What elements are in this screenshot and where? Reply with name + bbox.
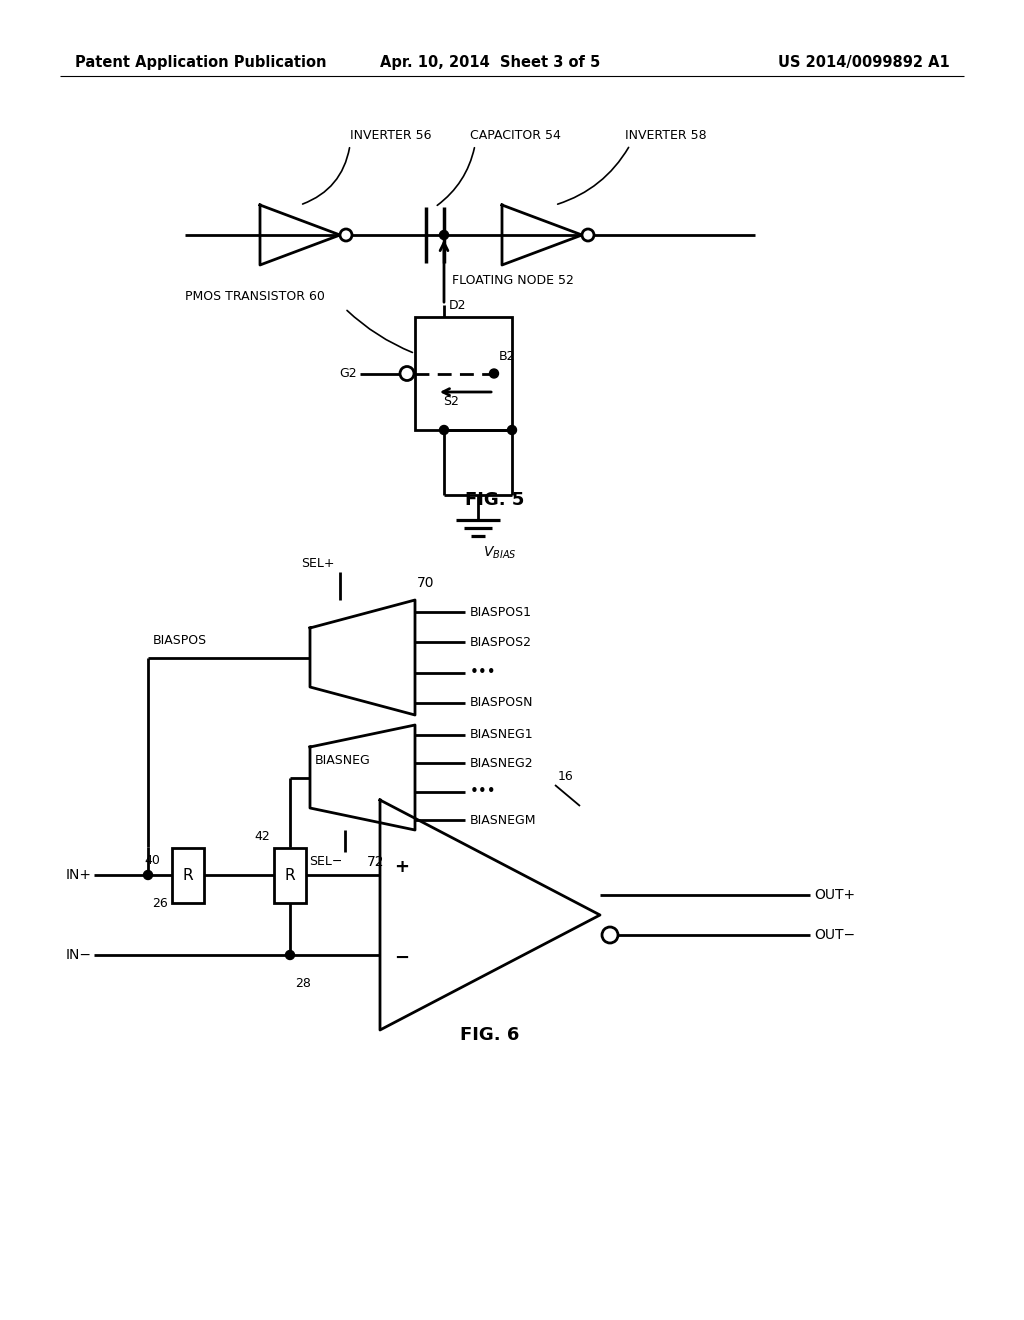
Text: $V_{BIAS}$: $V_{BIAS}$ bbox=[483, 545, 516, 561]
Text: IN−: IN− bbox=[66, 948, 92, 962]
Text: SEL−: SEL− bbox=[308, 855, 342, 869]
Text: INVERTER 56: INVERTER 56 bbox=[350, 129, 431, 143]
Text: 16: 16 bbox=[558, 770, 573, 783]
Text: FLOATING NODE 52: FLOATING NODE 52 bbox=[452, 273, 573, 286]
Text: IN+: IN+ bbox=[66, 869, 92, 882]
Text: SEL+: SEL+ bbox=[301, 557, 335, 570]
Text: 26: 26 bbox=[152, 898, 168, 909]
Bar bbox=[274, 847, 306, 903]
Text: 40: 40 bbox=[144, 854, 160, 866]
Text: D2: D2 bbox=[449, 300, 467, 312]
Circle shape bbox=[286, 950, 295, 960]
Text: US 2014/0099892 A1: US 2014/0099892 A1 bbox=[778, 54, 950, 70]
Circle shape bbox=[602, 927, 618, 942]
Text: 72: 72 bbox=[367, 855, 384, 869]
Circle shape bbox=[489, 370, 499, 378]
Text: BIASPOSN: BIASPOSN bbox=[470, 697, 534, 710]
Circle shape bbox=[340, 228, 352, 242]
Text: R: R bbox=[285, 867, 295, 883]
Text: 42: 42 bbox=[254, 830, 270, 843]
Text: BIASNEG2: BIASNEG2 bbox=[470, 756, 534, 770]
Bar bbox=[172, 847, 204, 903]
Text: •••: ••• bbox=[470, 665, 497, 680]
Text: +: + bbox=[394, 858, 410, 876]
Bar bbox=[415, 317, 512, 430]
Text: S2: S2 bbox=[443, 395, 459, 408]
Text: OUT+: OUT+ bbox=[814, 888, 855, 902]
Circle shape bbox=[143, 870, 153, 879]
Circle shape bbox=[400, 367, 414, 380]
Text: Patent Application Publication: Patent Application Publication bbox=[75, 54, 327, 70]
Text: 70: 70 bbox=[417, 576, 434, 590]
Text: •••: ••• bbox=[470, 784, 497, 799]
Text: BIASPOS: BIASPOS bbox=[153, 635, 207, 648]
Text: Apr. 10, 2014  Sheet 3 of 5: Apr. 10, 2014 Sheet 3 of 5 bbox=[380, 54, 600, 70]
Circle shape bbox=[439, 425, 449, 434]
Text: CAPACITOR 54: CAPACITOR 54 bbox=[470, 129, 561, 143]
Text: B2: B2 bbox=[499, 351, 515, 363]
Text: BIASNEG: BIASNEG bbox=[315, 755, 371, 767]
Text: PMOS TRANSISTOR 60: PMOS TRANSISTOR 60 bbox=[185, 290, 325, 304]
Circle shape bbox=[508, 425, 516, 434]
Circle shape bbox=[582, 228, 594, 242]
Text: BIASPOS1: BIASPOS1 bbox=[470, 606, 532, 619]
Text: G2: G2 bbox=[339, 367, 357, 380]
Text: R: R bbox=[182, 867, 194, 883]
Text: −: − bbox=[394, 949, 410, 968]
Text: INVERTER 58: INVERTER 58 bbox=[625, 129, 707, 143]
Text: BIASNEG1: BIASNEG1 bbox=[470, 729, 534, 742]
Text: BIASNEGM: BIASNEGM bbox=[470, 813, 537, 826]
Text: FIG. 5: FIG. 5 bbox=[465, 491, 524, 510]
Text: BIASPOS2: BIASPOS2 bbox=[470, 636, 532, 649]
Circle shape bbox=[439, 231, 449, 239]
Text: FIG. 6: FIG. 6 bbox=[461, 1026, 520, 1044]
Text: 28: 28 bbox=[295, 977, 311, 990]
Text: OUT−: OUT− bbox=[814, 928, 855, 942]
